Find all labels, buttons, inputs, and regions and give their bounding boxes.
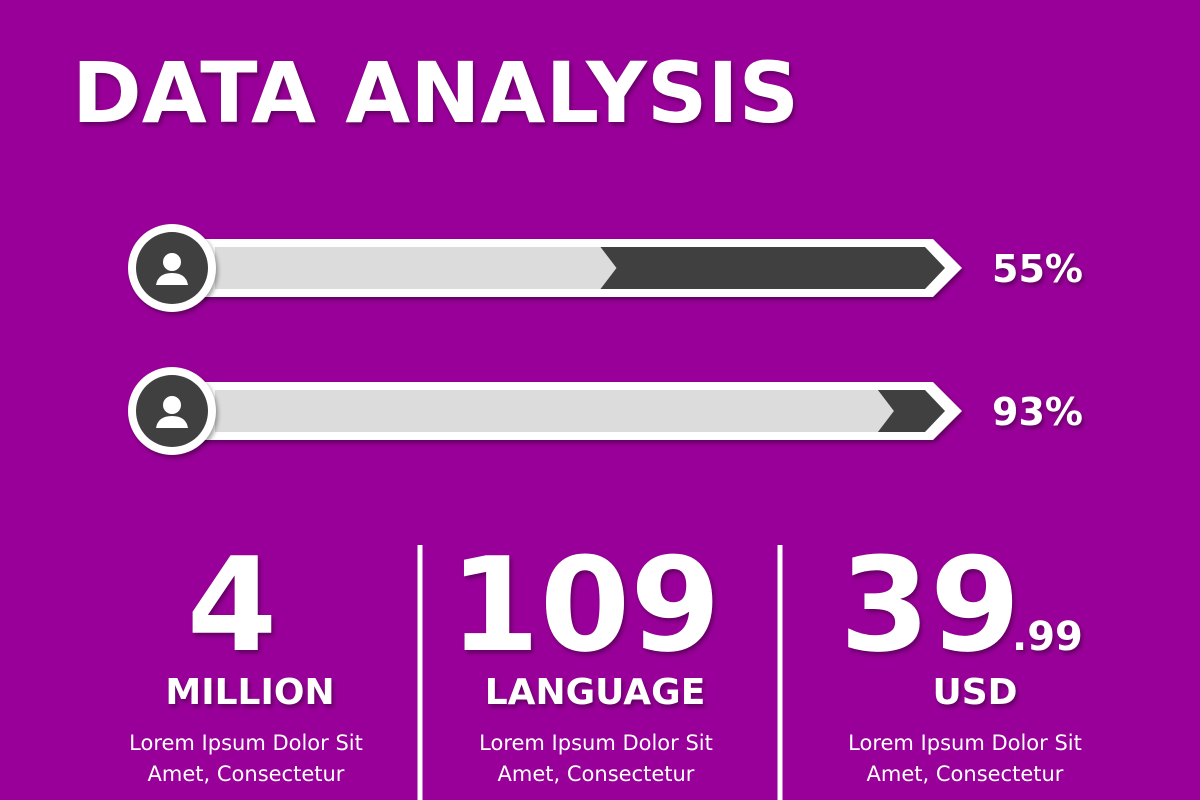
avatar-body: [156, 273, 188, 285]
bar-fill: [215, 247, 617, 289]
stat-unit: LANGUAGE: [485, 672, 706, 713]
stat-unit: MILLION: [165, 672, 334, 713]
stat-unit: USD: [932, 672, 1017, 713]
stat-1: 4 MILLION Lorem Ipsum Dolor Sit Amet, Co…: [129, 529, 363, 786]
stat-2: 109 LANGUAGE Lorem Ipsum Dolor Sit Amet,…: [449, 529, 720, 786]
stat-text: Amet, Consectetur: [498, 762, 695, 786]
stat-text: Amet, Consectetur: [148, 762, 345, 786]
stat-number: 39: [840, 529, 1021, 681]
percent-label: 55%: [992, 247, 1083, 291]
stat-text: Lorem Ipsum Dolor Sit: [479, 731, 713, 755]
avatar-head: [163, 253, 181, 271]
stat-number: 109: [449, 529, 720, 681]
stat-decimal: .99: [1012, 614, 1083, 660]
stat-3: 39 .99 USD Lorem Ipsum Dolor Sit Amet, C…: [840, 529, 1083, 786]
avatar-body: [156, 416, 188, 428]
avatar-head: [163, 396, 181, 414]
bar-fill: [215, 390, 894, 432]
title: DATA ANALYSIS: [72, 44, 799, 142]
stat-text: Lorem Ipsum Dolor Sit: [129, 731, 363, 755]
stat-text: Lorem Ipsum Dolor Sit: [848, 731, 1082, 755]
percent-label: 93%: [992, 390, 1083, 434]
progress-bars: 55% 93%: [128, 224, 1083, 455]
stat-text: Amet, Consectetur: [867, 762, 1064, 786]
stat-number: 4: [187, 529, 277, 681]
